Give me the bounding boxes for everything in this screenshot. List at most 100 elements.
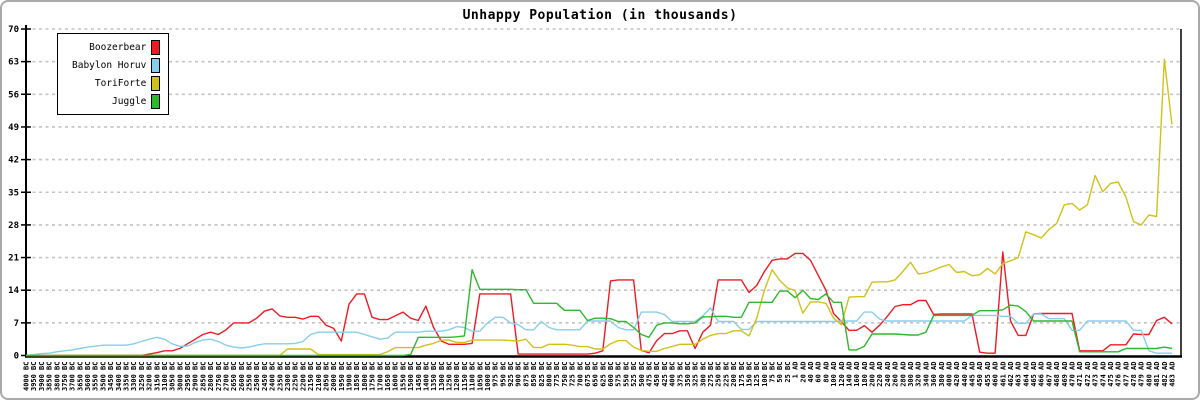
x-tick-label: 476 AD: [1115, 362, 1123, 387]
x-tick-label: 468 AD: [1053, 362, 1061, 387]
x-tick-label: 483 AD: [1169, 362, 1177, 387]
x-tick-label: 3550 BC: [92, 362, 100, 392]
x-tick-label: 1000 BC: [484, 362, 492, 392]
x-tick-label: 450 BC: [653, 362, 661, 387]
legend-swatch-babylon-horuv: [151, 57, 161, 73]
x-tick-label: 2250 BC: [292, 362, 300, 392]
series-line-toriforte: [26, 58, 1173, 357]
x-tick-label: 463 AD: [1015, 362, 1023, 387]
x-tick-label: 60 AD: [815, 362, 823, 383]
x-tick-label: 1650 BC: [384, 362, 392, 392]
x-tick-label: 482 AD: [1161, 362, 1169, 387]
x-tick-label: 650 BC: [592, 362, 600, 387]
x-tick-label: 3950 BC: [30, 362, 38, 392]
x-tick-label: 2400 BC: [269, 362, 277, 392]
y-tick-label: 56: [8, 90, 19, 100]
x-tick-label: 100 AD: [830, 362, 838, 387]
chart-title: Unhappy Population (in thousands): [462, 8, 738, 23]
x-tick-label: 40 AD: [807, 362, 815, 383]
x-tick-label: 325 BC: [692, 362, 700, 387]
x-tick-label: 125 BC: [753, 362, 761, 387]
y-tick-label: 0: [14, 352, 19, 362]
x-tick-label: 260 AD: [892, 362, 900, 387]
x-tick-label: 3500 BC: [99, 362, 107, 392]
x-tick-label: 474 AD: [1099, 362, 1107, 387]
x-tick-label: 3050 BC: [169, 362, 177, 392]
x-tick-label: 1400 BC: [422, 362, 430, 392]
x-tick-label: 2500 BC: [253, 362, 261, 392]
x-tick-label: 850 BC: [530, 362, 538, 387]
x-tick-label: 1900 BC: [346, 362, 354, 392]
x-tick-label: 2150 BC: [307, 362, 315, 392]
x-tick-label: 1750 BC: [369, 362, 377, 392]
x-tick-label: 475 BC: [645, 362, 653, 387]
x-tick-label: 825 BC: [538, 362, 546, 387]
y-tick-label: 21: [8, 254, 19, 264]
x-tick-label: 725 BC: [569, 362, 577, 387]
y-tick-label: 63: [8, 58, 19, 68]
x-tick-label: 2200 BC: [299, 362, 307, 392]
x-tick-label: 2600 BC: [238, 362, 246, 392]
x-tick-label: 471 AD: [1076, 362, 1084, 387]
x-tick-label: 625 BC: [599, 362, 607, 387]
legend-swatch-boozerbear: [151, 39, 161, 55]
x-tick-label: 360 AD: [930, 362, 938, 387]
x-tick-label: 2300 BC: [284, 362, 292, 392]
x-tick-label: 479 AD: [1138, 362, 1146, 387]
x-tick-label: 140 AD: [845, 362, 853, 387]
x-tick-label: 2000 BC: [330, 362, 338, 392]
y-tick-label: 42: [8, 156, 19, 166]
x-tick-label: 467 AD: [1045, 362, 1053, 387]
x-tick-label: 3700 BC: [69, 362, 77, 392]
legend-swatch-toriforte: [151, 75, 161, 91]
x-tick-label: 475 AD: [1107, 362, 1115, 387]
x-tick-label: 1 AD: [792, 362, 800, 379]
x-tick-label: 425 BC: [661, 362, 669, 387]
x-tick-label: 175 BC: [738, 362, 746, 387]
y-tick-label: 49: [8, 123, 19, 133]
x-tick-label: 4000 BC: [23, 362, 31, 392]
x-tick-label: 1700 BC: [376, 362, 384, 392]
x-tick-label: 350 BC: [684, 362, 692, 387]
x-tick-label: 975 BC: [492, 362, 500, 387]
x-tick-label: 525 BC: [630, 362, 638, 387]
x-tick-label: 3450 BC: [107, 362, 115, 392]
legend-item-juggle: Juggle: [72, 93, 161, 109]
x-tick-label: 25 BC: [784, 362, 792, 383]
x-tick-label: 450 AD: [976, 362, 984, 387]
x-tick-label: 225 BC: [722, 362, 730, 387]
y-tick-label: 7: [14, 319, 19, 329]
x-tick-label: 1200 BC: [453, 362, 461, 392]
x-tick-label: 1450 BC: [415, 362, 423, 392]
series-line-juggle: [26, 269, 1173, 357]
x-tick-label: 3300 BC: [130, 362, 138, 392]
x-tick-label: 550 BC: [622, 362, 630, 387]
legend-item-babylon-horuv: Babylon Horuv: [72, 57, 161, 73]
x-tick-label: 775 BC: [553, 362, 561, 387]
x-tick-label: 20 AD: [799, 362, 807, 383]
x-tick-label: 466 AD: [1038, 362, 1046, 387]
x-tick-label: 2750 BC: [215, 362, 223, 392]
x-tick-label: 1950 BC: [338, 362, 346, 392]
x-tick-label: 1350 BC: [430, 362, 438, 392]
x-tick-label: 150 BC: [745, 362, 753, 387]
x-tick-label: 200 BC: [730, 362, 738, 387]
y-tick-label: 28: [8, 221, 19, 231]
x-tick-label: 469 AD: [1061, 362, 1069, 387]
x-tick-label: 950 BC: [499, 362, 507, 387]
x-tick-label: 3100 BC: [161, 362, 169, 392]
x-tick-label: 2350 BC: [276, 362, 284, 392]
x-tick-label: 2100 BC: [315, 362, 323, 392]
x-tick-label: 700 BC: [576, 362, 584, 387]
y-tick-label: 35: [8, 188, 19, 198]
x-tick-label: 300 AD: [907, 362, 915, 387]
x-tick-label: 2450 BC: [261, 362, 269, 392]
x-tick-label: 1150 BC: [461, 362, 469, 392]
x-tick-label: 180 AD: [861, 362, 869, 387]
legend-item-toriforte: ToriForte: [72, 75, 161, 91]
x-tick-label: 2700 BC: [222, 362, 230, 392]
x-tick-label: 1850 BC: [353, 362, 361, 392]
x-tick-label: 100 BC: [761, 362, 769, 387]
x-tick-label: 455 AD: [984, 362, 992, 387]
